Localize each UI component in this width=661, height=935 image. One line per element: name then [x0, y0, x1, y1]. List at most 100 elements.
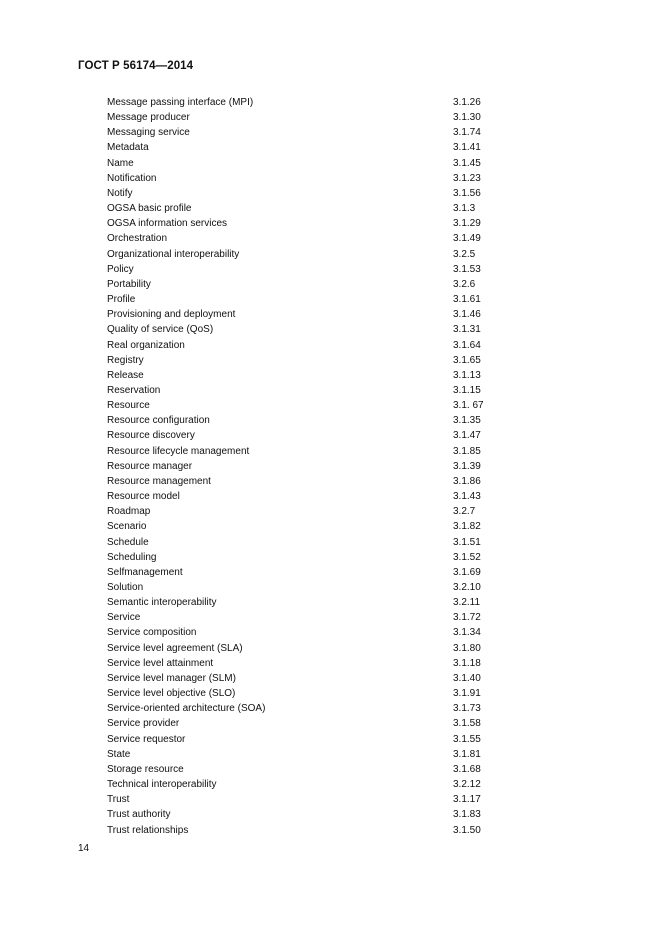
index-section-ref: 3.1.86 — [453, 475, 481, 487]
index-section-ref: 3.1.69 — [453, 566, 481, 578]
index-row: Scheduling 3.1.52 — [107, 550, 507, 565]
index-row: Service level objective (SLO) 3.1.91 — [107, 686, 507, 701]
index-row: Technical interoperability 3.2.12 — [107, 777, 507, 792]
index-row: Roadmap 3.2.7 — [107, 504, 507, 519]
index-section-ref: 3.1.43 — [453, 491, 481, 503]
index-term: Trust relationships — [107, 824, 189, 836]
index-row: Resource 3.1. 67 — [107, 398, 507, 413]
index-section-ref: 3.1.29 — [453, 218, 481, 230]
index-row: Portability 3.2.6 — [107, 277, 507, 292]
index-row: Messaging service 3.1.74 — [107, 125, 507, 140]
index-section-ref: 3.2.11 — [453, 597, 481, 609]
index-row: Service 3.1.72 — [107, 610, 507, 625]
index-term: Portability — [107, 278, 151, 290]
index-term: Organizational interoperability — [107, 248, 240, 260]
index-row: Name 3.1.45 — [107, 156, 507, 171]
index-section-ref: 3.1.53 — [453, 263, 481, 275]
index-row: Registry 3.1.65 — [107, 353, 507, 368]
index-section-ref: 3.1.34 — [453, 627, 481, 639]
index-term: Message producer — [107, 112, 190, 124]
index-term: Release — [107, 369, 144, 381]
index-row: Trust relationships 3.1.50 — [107, 823, 507, 838]
index-term: Resource manager — [107, 460, 193, 472]
index-row: Solution 3.2.10 — [107, 580, 507, 595]
index-row: Message passing interface (MPI) 3.1.26 — [107, 95, 507, 110]
index-row: Service-oriented architecture (SOA) 3.1.7… — [107, 701, 507, 716]
index-section-ref: 3.1.45 — [453, 157, 481, 169]
index-section-ref: 3.2.5 — [453, 248, 476, 260]
index-term: Service level objective (SLO) — [107, 688, 236, 700]
index-term: OGSA basic profile — [107, 203, 192, 215]
index-term: Resource model — [107, 491, 180, 503]
index-section-ref: 3.1.68 — [453, 763, 481, 775]
index-section-ref: 3.1.85 — [453, 445, 481, 457]
index-section-ref: 3.1.83 — [453, 809, 481, 821]
index-term: OGSA information services — [107, 218, 228, 230]
index-row: Service requestor 3.1.55 — [107, 732, 507, 747]
index-term: Scheduling — [107, 551, 157, 563]
document-header: ГОСТ Р 56174—2014 — [78, 60, 194, 72]
index-term: Storage resource — [107, 763, 184, 775]
index-row: Policy 3.1.53 — [107, 262, 507, 277]
index-term: Reservation — [107, 384, 161, 396]
index-term: Policy — [107, 263, 134, 275]
index-term: Metadata — [107, 142, 149, 154]
index-row: Semantic interoperability 3.2.11 — [107, 595, 507, 610]
index-row: Orchestration 3.1.49 — [107, 231, 507, 246]
index-section-ref: 3.1.52 — [453, 551, 481, 563]
index-term: Quality of service (QoS) — [107, 324, 214, 336]
index-row: State 3.1.81 — [107, 747, 507, 762]
index-row: Selfmanagement 3.1.69 — [107, 565, 507, 580]
index-row: Trust 3.1.17 — [107, 792, 507, 807]
index-row: Message producer 3.1.30 — [107, 110, 507, 125]
index-term: Service-oriented architecture (SOA) — [107, 703, 266, 715]
index-term: Solution — [107, 582, 144, 593]
index-section-ref: 3.1.51 — [453, 536, 481, 548]
index-section-ref: 3.2.10 — [453, 582, 481, 593]
index-row: Organizational interoperability 3.2.5 — [107, 247, 507, 262]
index-term: Scenario — [107, 521, 147, 533]
index-section-ref: 3.1.23 — [453, 172, 481, 184]
index-section-ref: 3.1.73 — [453, 703, 481, 715]
index-term: Semantic interoperability — [107, 597, 217, 609]
index-section-ref: 3.1.64 — [453, 339, 481, 351]
index-term: Service provider — [107, 718, 180, 730]
index-section-ref: 3.1.15 — [453, 384, 481, 396]
index-term: Schedule — [107, 536, 149, 548]
index-term: Service level agreement (SLA) — [107, 642, 243, 654]
index-row: Provisioning and deployment 3.1.46 — [107, 307, 507, 322]
index-section-ref: 3.2.12 — [453, 779, 481, 791]
index-term: Real organization — [107, 339, 185, 351]
index-term: Resource configuration — [107, 415, 210, 427]
index-section-ref: 3.2.6 — [453, 278, 476, 290]
index-row: Resource model 3.1.43 — [107, 489, 507, 504]
index-section-ref: 3.1. 67 — [453, 400, 484, 412]
index-term: Service level manager (SLM) — [107, 672, 236, 684]
index-row: Service provider 3.1.58 — [107, 716, 507, 731]
index-row: Profile 3.1.61 — [107, 292, 507, 307]
index-section-ref: 3.1.41 — [453, 142, 481, 154]
index-term: Resource management — [107, 475, 211, 487]
index-row: Release 3.1.13 — [107, 368, 507, 383]
index-section-ref: 3.1.81 — [453, 748, 481, 760]
index-section-ref: 3.1.80 — [453, 642, 481, 654]
index-section-ref: 3.1.58 — [453, 718, 481, 730]
index-term: Message passing interface (MPI) — [107, 97, 254, 108]
index-row: Storage resource 3.1.68 — [107, 762, 507, 777]
index-row: Resource lifecycle management 3.1.85 — [107, 444, 507, 459]
index-term: Notify — [107, 187, 133, 199]
index-term: Roadmap — [107, 506, 151, 518]
index-section-ref: 3.1.49 — [453, 233, 481, 245]
index-section-ref: 3.1.47 — [453, 430, 481, 442]
index-section-ref: 3.1.72 — [453, 612, 481, 624]
index-section-ref: 3.1.91 — [453, 688, 481, 700]
index-row: Real organization 3.1.64 — [107, 338, 507, 353]
index-section-ref: 3.1.31 — [453, 324, 481, 336]
index-term: Registry — [107, 354, 144, 366]
index-term: Provisioning and deployment — [107, 309, 236, 321]
index-row: Quality of service (QoS) 3.1.31 — [107, 322, 507, 337]
index-row: OGSA basic profile 3.1.3 — [107, 201, 507, 216]
index-section-ref: 3.1.82 — [453, 521, 481, 533]
term-index-list: Message passing interface (MPI) 3.1.26 Mes… — [107, 95, 507, 838]
index-row: Resource manager 3.1.39 — [107, 459, 507, 474]
